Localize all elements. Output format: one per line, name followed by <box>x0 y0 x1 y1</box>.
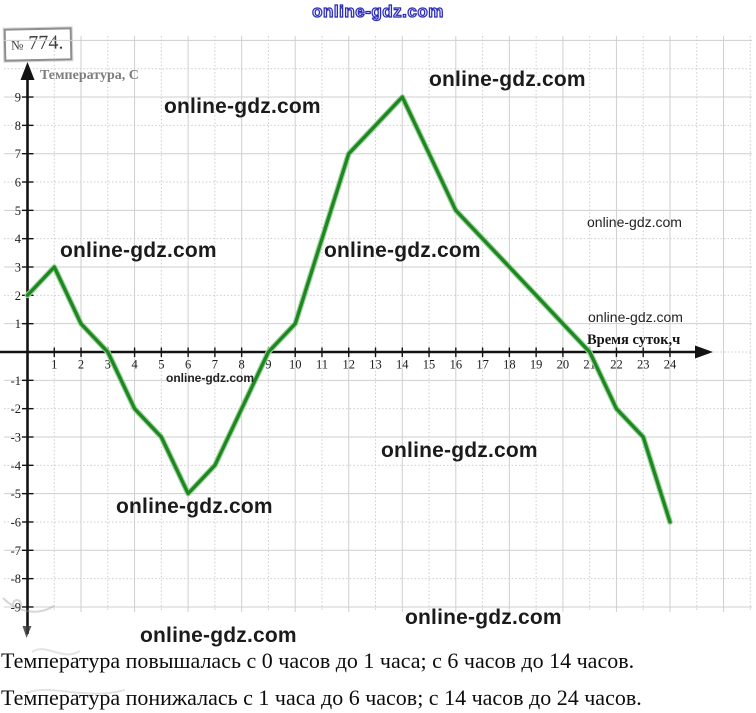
y-tick-label: 4 <box>15 232 22 246</box>
x-tick-label: 5 <box>158 358 164 372</box>
x-tick-label: 18 <box>503 358 516 372</box>
watermark: online-gdz.com <box>60 239 217 262</box>
y-axis-title: Температура, С <box>40 68 139 83</box>
x-tick-label: 14 <box>396 358 409 372</box>
x-tick-label: 1 <box>51 358 57 372</box>
watermark: online-gdz.com <box>429 68 586 91</box>
x-tick-label: 11 <box>316 358 328 372</box>
y-tick-label: -2 <box>11 402 21 416</box>
y-tick-label: 3 <box>15 261 21 275</box>
x-tick-label: 22 <box>610 358 623 372</box>
y-tick-label: -5 <box>11 487 21 501</box>
y-tick-label: -1 <box>11 374 21 388</box>
x-tick-label: 4 <box>131 358 138 372</box>
watermark: online-gdz.com <box>324 239 481 262</box>
x-tick-label: 15 <box>423 358 436 372</box>
x-axis-title: Время суток,ч <box>587 332 680 348</box>
x-axis-arrow <box>695 345 713 359</box>
temperature-series <box>24 94 673 525</box>
x-tick-label: 17 <box>476 358 489 372</box>
y-tick-label: 1 <box>15 317 21 331</box>
x-tick-label: 20 <box>557 358 570 372</box>
x-tick-label: 23 <box>637 358 650 372</box>
conclusion-line-falling: Температура понижалась с 1 часа до 6 час… <box>1 685 642 710</box>
tick-marks-and-labels: 1 2 3 4 5 6 7 8 9 10 11 12 13 14 15 16 17 18 19 20 21 22 23 249… <box>11 91 677 615</box>
axes <box>0 62 713 638</box>
y-tick-label: -9 <box>11 600 21 614</box>
x-tick-label: 6 <box>185 358 191 372</box>
x-tick-label: 9 <box>265 358 271 372</box>
watermark: online-gdz.com <box>587 214 682 230</box>
x-tick-label: 16 <box>450 358 463 372</box>
watermark: online-gdz.com <box>588 309 683 325</box>
y-tick-label: 7 <box>15 147 21 161</box>
y-tick-label: 2 <box>15 289 21 303</box>
y-axis-bottom-arrow <box>22 626 32 638</box>
x-tick-label: 10 <box>289 358 302 372</box>
y-tick-label: -3 <box>11 430 21 444</box>
x-tick-label: 24 <box>664 358 677 372</box>
x-tick-label: 8 <box>239 358 245 372</box>
watermark: online-gdz.com <box>166 371 254 385</box>
x-tick-label: 19 <box>530 358 543 372</box>
watermark: online-gdz.com <box>116 495 273 518</box>
x-tick-label: 3 <box>105 358 111 372</box>
scribble-watermark <box>2 597 126 695</box>
y-tick-label: 6 <box>15 176 21 190</box>
watermark: online-gdz.com <box>164 95 321 118</box>
x-tick-label: 12 <box>342 358 355 372</box>
watermark: online-gdz.com <box>405 606 562 629</box>
x-tick-label: 13 <box>369 358 382 372</box>
y-tick-label: 5 <box>15 204 21 218</box>
y-tick-label: -8 <box>11 572 21 586</box>
y-axis-arrow <box>20 62 35 80</box>
site-watermark-top: online-gdz.com <box>312 1 444 21</box>
y-tick-label: 8 <box>15 119 21 133</box>
temperature-line <box>25 95 672 524</box>
conclusion-line-rising: Температура повышалась с 0 часов до 1 ча… <box>1 648 635 673</box>
watermark: online-gdz.com <box>381 439 538 462</box>
y-tick-label: 9 <box>15 91 21 105</box>
watermark: online-gdz.com <box>140 624 297 647</box>
x-tick-label: 7 <box>212 358 218 372</box>
x-tick-label: 2 <box>78 358 84 372</box>
y-tick-label: -6 <box>11 515 21 529</box>
y-tick-label: -7 <box>11 544 21 558</box>
y-tick-label: -4 <box>11 459 22 473</box>
